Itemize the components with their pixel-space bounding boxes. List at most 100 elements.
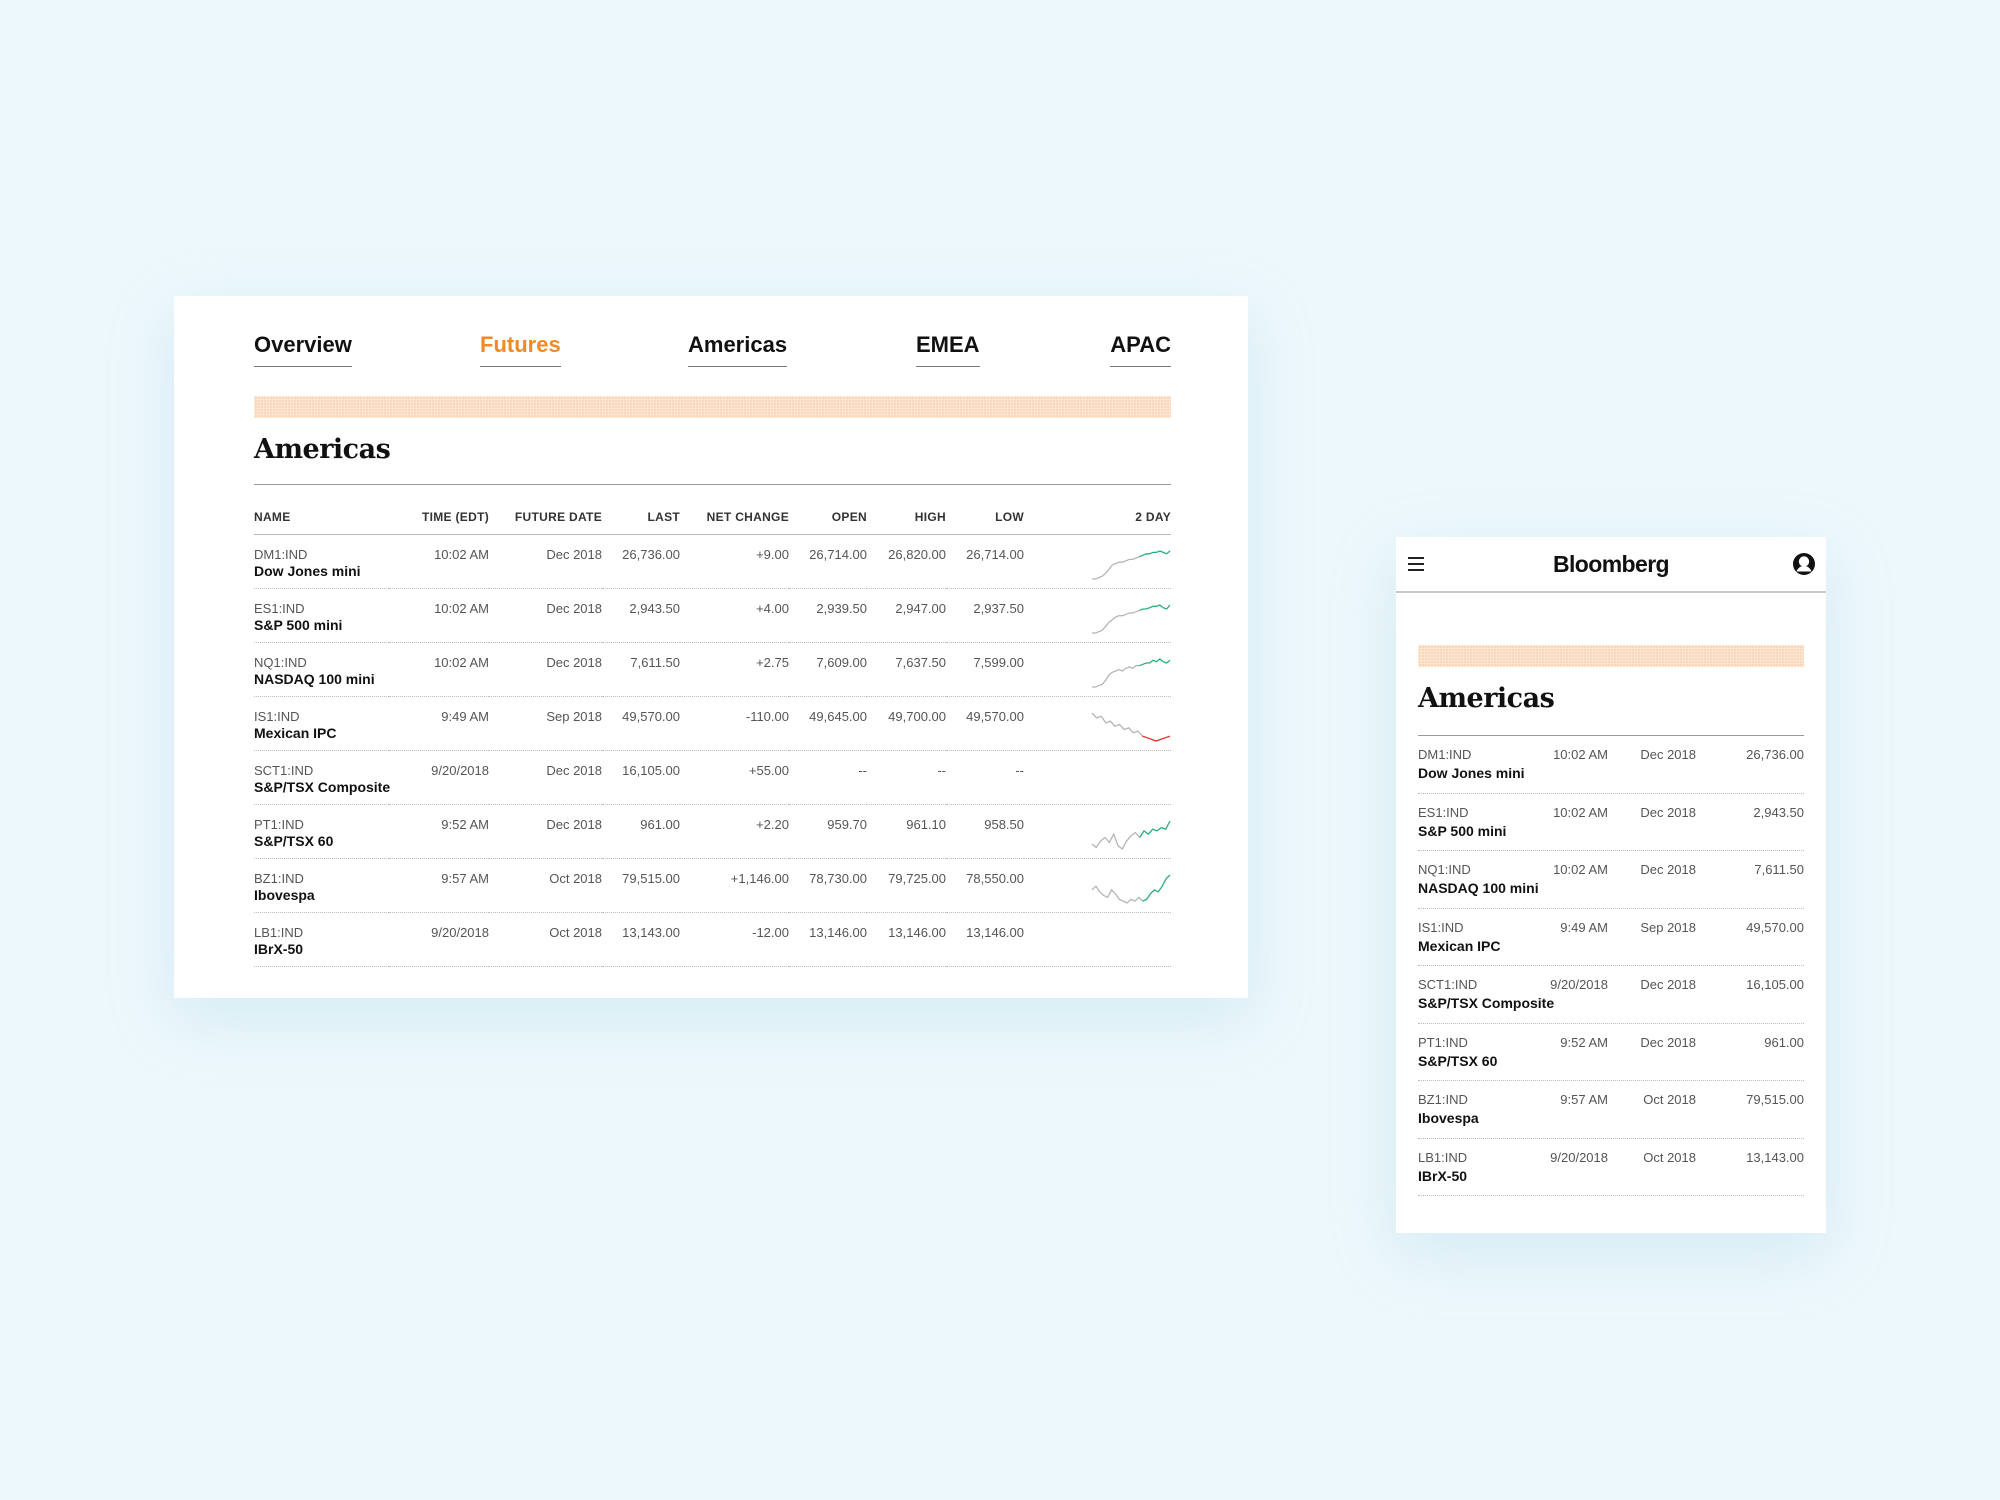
time-value: 9/20/2018 [1550, 977, 1608, 992]
instrument-cell[interactable]: IS1:IND Mexican IPC [254, 696, 389, 751]
future-date-cell: Sep 2018 [489, 696, 602, 751]
instrument-name[interactable]: S&P/TSX 60 [1418, 1052, 1498, 1069]
instrument-name[interactable]: Ibovespa [1418, 1110, 1479, 1126]
future-date-cell: Dec 2018 [489, 534, 602, 589]
list-item[interactable]: NQ1:IND NASDAQ 100 mini 10:02 AM Dec 2018 7,… [1418, 851, 1804, 909]
bloomberg-logo[interactable]: Bloomberg [1553, 551, 1670, 577]
open-cell: -- [789, 750, 867, 805]
table-row[interactable]: DM1:IND Dow Jones mini 10:02 AM Dec 2018 26,… [254, 534, 1171, 589]
instrument-cell[interactable]: DM1:IND Dow Jones mini [254, 534, 389, 589]
table-row[interactable]: BZ1:IND Ibovespa 9:57 AM Oct 2018 79,515.00 +… [254, 858, 1171, 913]
instrument-name[interactable]: Dow Jones mini [1418, 765, 1525, 781]
ticker-symbol: BZ1:IND [254, 870, 304, 886]
last-value: 79,515.00 [1746, 1092, 1804, 1107]
list-item[interactable]: PT1:IND S&P/TSX 60 9:52 AM Dec 2018 961.00 [1418, 1024, 1804, 1081]
ticker-symbol: SCT1:IND [254, 762, 314, 778]
col-header-2day[interactable]: 2 DAY [1024, 500, 1171, 535]
last-value: 13,143.00 [1746, 1149, 1804, 1165]
sparkline-2day [1092, 657, 1171, 688]
list-item[interactable]: BZ1:IND Ibovespa 9:57 AM Oct 2018 79,515.00 [1418, 1081, 1804, 1139]
time-value: 9:49 AM [1560, 919, 1608, 935]
low-cell: 7,599.00 [946, 642, 1024, 697]
col-header-low[interactable]: LOW [946, 500, 1024, 535]
instrument-name[interactable]: IBrX-50 [1418, 1167, 1468, 1184]
desktop-markets-panel: Overview Futures Americas EMEA APAC Amer… [174, 296, 1248, 998]
time-value: 9:52 AM [1560, 1034, 1608, 1050]
sparkline-prev-day [1092, 555, 1140, 580]
col-header-name[interactable]: NAME [254, 500, 389, 535]
sparkline-today [1139, 549, 1171, 557]
last-value: 49,570.00 [1746, 919, 1804, 935]
instrument-cell[interactable]: LB1:IND IBrX-50 [254, 912, 389, 967]
sparkline-cell [1024, 642, 1171, 697]
ticker-symbol: NQ1:IND [1418, 862, 1471, 877]
time-cell: 9:57 AM [389, 858, 489, 913]
instrument-cell[interactable]: BZ1:IND Ibovespa [254, 858, 389, 913]
net-change-cell: -12.00 [680, 912, 789, 967]
futures-table: NAME TIME (EDT) FUTURE DATE LAST NET CHA… [254, 500, 1171, 967]
net-change-cell: +55.00 [680, 750, 789, 805]
table-row[interactable]: IS1:IND Mexican IPC 9:49 AM Sep 2018 49,570.… [254, 696, 1171, 751]
sparkline-today [1139, 603, 1171, 611]
open-cell: 78,730.00 [789, 858, 867, 913]
last-cell: 49,570.00 [602, 696, 680, 751]
sparkline-cell [1024, 696, 1171, 751]
tab-apac[interactable]: APAC [1110, 332, 1171, 367]
list-item[interactable]: LB1:IND IBrX-50 9/20/2018 Oct 2018 13,143.00 [1418, 1139, 1804, 1196]
instrument-name[interactable]: NASDAQ 100 mini [254, 670, 375, 687]
hamburger-menu-icon[interactable] [1408, 557, 1424, 571]
sparkline-2day [1092, 603, 1171, 634]
sparkline-today [1139, 820, 1171, 838]
instrument-name[interactable]: S&P/TSX Composite [1418, 995, 1555, 1011]
instrument-name[interactable]: S&P 500 mini [1418, 822, 1507, 839]
instrument-cell[interactable]: PT1:IND S&P/TSX 60 [254, 804, 389, 859]
ticker-symbol: ES1:IND [1418, 804, 1469, 820]
col-header-high[interactable]: HIGH [867, 500, 946, 535]
tab-emea[interactable]: EMEA [916, 332, 980, 367]
col-header-future-date[interactable]: FUTURE DATE [489, 500, 602, 535]
title-divider [254, 484, 1171, 485]
future-date-value: Oct 2018 [1643, 1092, 1696, 1107]
col-header-time[interactable]: TIME (EDT) [389, 500, 489, 535]
col-header-last[interactable]: LAST [602, 500, 680, 535]
low-cell: 49,570.00 [946, 696, 1024, 751]
list-item[interactable]: IS1:IND Mexican IPC 9:49 AM Sep 2018 49,570.… [1418, 909, 1804, 966]
section-title: Americas [254, 434, 391, 465]
high-cell: 961.10 [867, 804, 946, 859]
future-date-cell: Oct 2018 [489, 912, 602, 967]
instrument-name[interactable]: NASDAQ 100 mini [1418, 880, 1539, 896]
instrument-name[interactable]: S&P 500 mini [254, 616, 343, 633]
time-value: 10:02 AM [1553, 747, 1608, 762]
instrument-cell[interactable]: ES1:IND S&P 500 mini [254, 588, 389, 643]
mobile-header: Bloomberg [1396, 537, 1826, 593]
ticker-symbol: ES1:IND [254, 600, 305, 616]
instrument-cell[interactable]: SCT1:IND S&P/TSX Composite [254, 750, 391, 805]
col-header-net-change[interactable]: NET CHANGE [680, 500, 789, 535]
table-row[interactable]: ES1:IND S&P 500 mini 10:02 AM Dec 2018 2,943… [254, 588, 1171, 643]
list-item[interactable]: ES1:IND S&P 500 mini 10:02 AM Dec 2018 2,943… [1418, 794, 1804, 851]
instrument-cell[interactable]: NQ1:IND NASDAQ 100 mini [254, 642, 389, 697]
future-date-cell: Dec 2018 [489, 804, 602, 859]
time-cell: 9/20/2018 [389, 750, 489, 805]
tab-overview[interactable]: Overview [254, 332, 352, 367]
instrument-name[interactable]: Dow Jones mini [254, 562, 361, 579]
tab-americas[interactable]: Americas [688, 332, 788, 367]
col-header-open[interactable]: OPEN [789, 500, 867, 535]
list-item[interactable]: DM1:IND Dow Jones mini 10:02 AM Dec 2018 26,… [1418, 736, 1804, 794]
table-row[interactable]: PT1:IND S&P/TSX 60 9:52 AM Dec 2018 961.00 +2… [254, 804, 1171, 859]
list-item[interactable]: SCT1:IND S&P/TSX Composite 9/20/2018 Dec 20… [1418, 966, 1804, 1024]
table-row[interactable]: SCT1:IND S&P/TSX Composite 9/20/2018 Dec 20… [254, 750, 1171, 805]
open-cell: 26,714.00 [789, 534, 867, 589]
instrument-name[interactable]: Mexican IPC [1418, 937, 1501, 954]
table-row[interactable]: LB1:IND IBrX-50 9/20/2018 Oct 2018 13,143.00… [254, 912, 1171, 967]
ticker-symbol: DM1:IND [1418, 747, 1472, 762]
user-account-icon[interactable] [1792, 552, 1816, 576]
tab-futures[interactable]: Futures [480, 332, 561, 367]
instrument-name[interactable]: Mexican IPC [254, 724, 337, 741]
time-cell: 10:02 AM [389, 588, 489, 643]
instrument-name[interactable]: IBrX-50 [254, 940, 304, 957]
instrument-name[interactable]: S&P/TSX Composite [254, 778, 391, 795]
table-row[interactable]: NQ1:IND NASDAQ 100 mini 10:02 AM Dec 2018 7,… [254, 642, 1171, 697]
instrument-name[interactable]: Ibovespa [254, 886, 315, 903]
instrument-name[interactable]: S&P/TSX 60 [254, 832, 334, 849]
